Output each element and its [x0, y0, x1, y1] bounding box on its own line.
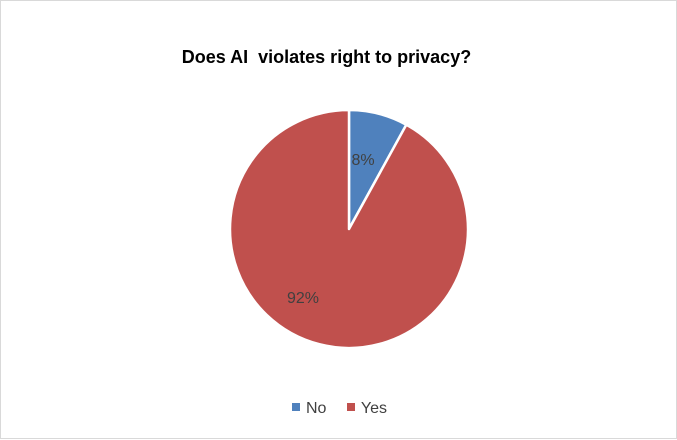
legend-label-yes: Yes [360, 400, 387, 417]
data-label-no: 8% [351, 152, 374, 169]
data-label-yes: 92% [287, 290, 319, 307]
legend-swatch-no [291, 403, 300, 411]
legend: No Yes [1, 400, 677, 418]
legend-swatch-yes [346, 403, 355, 411]
legend-item-no: No [291, 400, 327, 418]
legend-item-yes: Yes [346, 400, 387, 418]
chart-title: Does AI violates right to privacy? [181, 47, 472, 67]
legend-label-no: No [305, 400, 327, 417]
pie-slice-yes [228, 108, 470, 350]
